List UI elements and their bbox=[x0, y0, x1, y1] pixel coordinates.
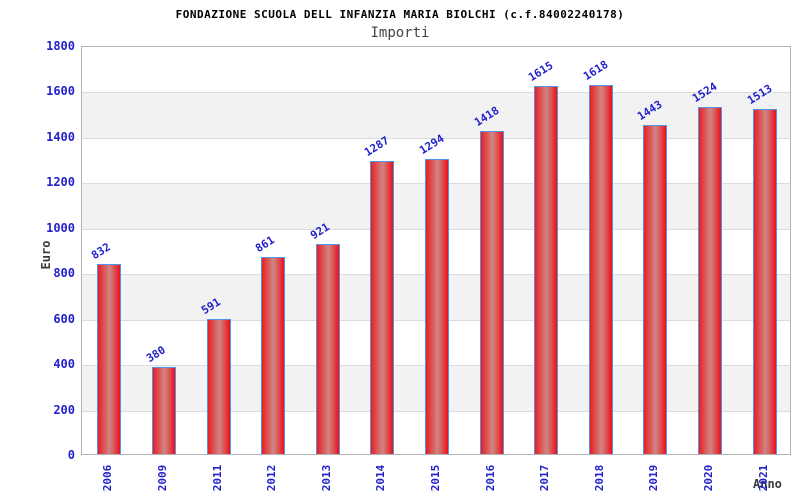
y-tick-label: 0 bbox=[67, 448, 75, 462]
chart-subtitle: Importi bbox=[370, 25, 430, 41]
bar bbox=[370, 160, 395, 454]
bar bbox=[261, 257, 286, 454]
bar bbox=[315, 243, 340, 454]
bar bbox=[698, 106, 723, 454]
bar bbox=[206, 318, 231, 454]
plot-area: 832 380 591 861 921 1287 1294 1418 1615 1618 1443 1… bbox=[81, 46, 791, 455]
x-tick-label: 2021 bbox=[756, 464, 770, 492]
x-tick-label: 2015 bbox=[429, 464, 442, 492]
x-tick-label: 2020 bbox=[702, 464, 716, 492]
gridline bbox=[82, 92, 790, 94]
bar bbox=[588, 85, 613, 454]
x-tick-label: 2006 bbox=[101, 464, 115, 492]
x-tick-label: 2009 bbox=[155, 464, 169, 492]
y-tick-label: 600 bbox=[53, 311, 75, 326]
y-tick-label: 1400 bbox=[46, 129, 75, 144]
bar bbox=[425, 158, 449, 454]
x-tick-label: 2016 bbox=[483, 464, 497, 492]
y-tick-label: 1600 bbox=[46, 84, 75, 99]
y-tick-label: 200 bbox=[53, 402, 75, 417]
bar bbox=[534, 86, 559, 454]
x-tick-label: 2013 bbox=[319, 464, 333, 492]
y-tick-label: 800 bbox=[53, 266, 75, 281]
y-tick-label: 1800 bbox=[46, 39, 75, 53]
x-tick-label: 2017 bbox=[538, 464, 552, 492]
y-tick-label: 1200 bbox=[46, 175, 75, 190]
x-axis-label: Anno bbox=[753, 477, 782, 491]
x-tick-label: 2014 bbox=[374, 464, 388, 492]
y-tick-label: 1000 bbox=[46, 220, 75, 235]
gridline bbox=[82, 137, 790, 139]
bar bbox=[752, 109, 777, 454]
y-tick-label: 400 bbox=[53, 357, 75, 372]
bar bbox=[97, 263, 122, 454]
bar bbox=[151, 366, 176, 454]
x-tick-label: 2012 bbox=[265, 464, 279, 492]
bar bbox=[643, 125, 668, 454]
x-tick-label: 2018 bbox=[592, 464, 606, 492]
plot-band bbox=[82, 92, 790, 138]
x-tick-label: 2019 bbox=[647, 464, 661, 492]
chart-title: FONDAZIONE SCUOLA DELL INFANZIA MARIA BI… bbox=[175, 8, 625, 21]
plot-band bbox=[82, 47, 790, 92]
bar bbox=[479, 130, 504, 454]
x-tick-label: 2011 bbox=[210, 464, 224, 492]
